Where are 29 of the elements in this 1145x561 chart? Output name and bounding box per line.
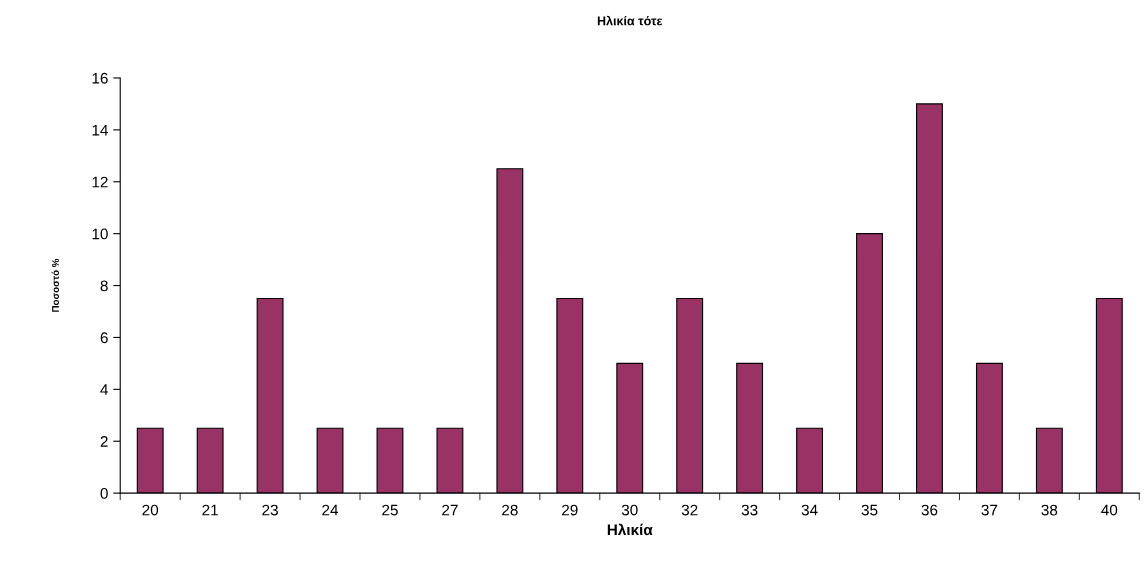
x-tick-label: 34 [801,504,818,516]
y-tick-label: 4 [100,384,108,395]
y-axis-title: Ποσοστό % [51,258,59,312]
y-tick-label: 16 [92,72,108,84]
x-tick-label: 33 [741,504,758,516]
x-tick-label: 37 [981,504,998,516]
y-tick-label: 14 [92,124,108,136]
x-tick-label: 28 [502,504,518,516]
x-tick-label: 20 [142,504,159,516]
x-tick-label: 36 [921,504,938,516]
y-tick-label: 8 [100,280,108,292]
x-tick-label: 27 [442,504,458,516]
y-tick-label: 6 [100,332,108,344]
x-tick-label: 30 [621,504,638,516]
x-axis-title: Ηλικία [607,523,653,536]
x-tick-label: 23 [262,504,278,516]
x-tick-label: 38 [1041,504,1058,516]
y-tick-label: 0 [100,487,108,499]
x-tick-label: 25 [382,504,398,516]
chart-title: Ηλικία τότε [597,15,663,26]
y-tick-label: 12 [92,176,108,188]
x-tick-label: 29 [562,504,578,516]
x-tick-label: 21 [202,504,218,516]
y-tick-label: 2 [100,436,108,447]
x-tick-label: 40 [1101,504,1118,516]
y-tick-label: 10 [92,228,108,240]
x-tick-label: 24 [322,504,339,516]
x-tick-label: 32 [681,504,698,516]
x-tick-label: 35 [861,504,878,516]
